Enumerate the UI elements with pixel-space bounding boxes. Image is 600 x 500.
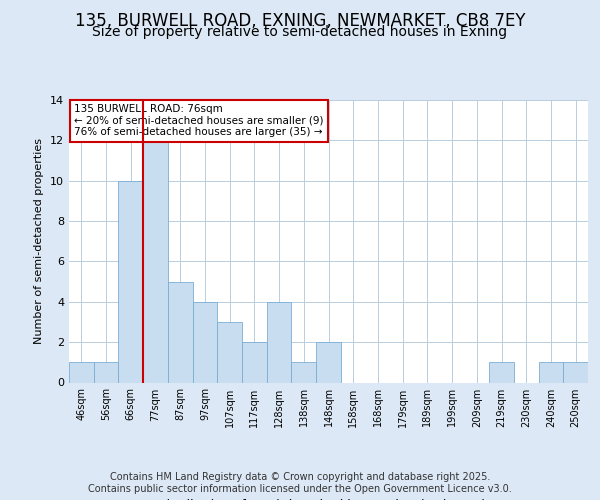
Text: 135 BURWELL ROAD: 76sqm
← 20% of semi-detached houses are smaller (9)
76% of sem: 135 BURWELL ROAD: 76sqm ← 20% of semi-de… [74,104,323,138]
Bar [267,302,292,382]
Bar [539,362,563,382]
Bar [69,362,94,382]
Bar [489,362,514,382]
Text: 135, BURWELL ROAD, EXNING, NEWMARKET, CB8 7EY: 135, BURWELL ROAD, EXNING, NEWMARKET, CB… [75,12,525,30]
Bar [217,322,242,382]
Text: Contains public sector information licensed under the Open Government Licence v3: Contains public sector information licen… [88,484,512,494]
Bar [143,140,168,382]
Bar [316,342,341,382]
Text: Size of property relative to semi-detached houses in Exning: Size of property relative to semi-detach… [92,25,508,39]
Bar [242,342,267,382]
Bar [118,180,143,382]
Bar [94,362,118,382]
Bar [563,362,588,382]
Y-axis label: Number of semi-detached properties: Number of semi-detached properties [34,138,44,344]
Bar [193,302,217,382]
Bar [292,362,316,382]
Bar [168,282,193,382]
Text: Contains HM Land Registry data © Crown copyright and database right 2025.: Contains HM Land Registry data © Crown c… [110,472,490,482]
X-axis label: Distribution of semi-detached houses by size in Exning: Distribution of semi-detached houses by … [157,499,500,500]
